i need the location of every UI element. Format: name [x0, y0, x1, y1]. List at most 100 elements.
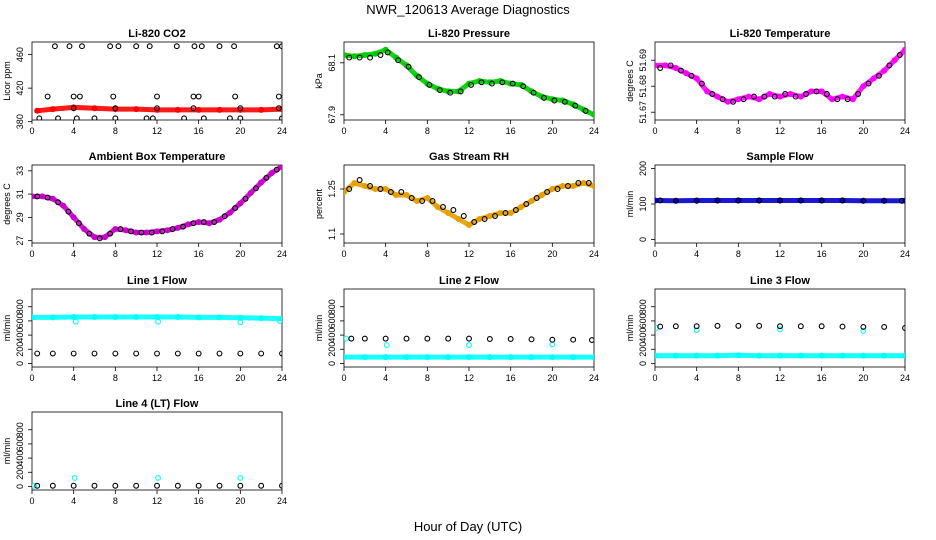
data-point: [585, 180, 592, 186]
data-point: [174, 106, 181, 113]
data-point: [507, 336, 514, 342]
data-point: [122, 227, 129, 234]
y-tick-label: 27: [15, 236, 25, 246]
data-point: [466, 342, 472, 348]
plot-frame: [343, 164, 595, 244]
panel-title: Line 3 Flow: [750, 275, 810, 287]
data-point: [195, 482, 202, 489]
y-tick-label: 200: [327, 342, 337, 357]
data-point: [575, 180, 582, 186]
data-point: [730, 98, 737, 105]
data-point: [344, 335, 350, 342]
data-point: [232, 205, 239, 212]
x-tick-label: 8: [113, 126, 118, 136]
data-point: [528, 336, 535, 343]
data-point: [112, 350, 119, 357]
data-point: [146, 43, 153, 50]
data-point: [216, 350, 223, 357]
data-point: [761, 93, 768, 100]
x-tick-label: 24: [900, 126, 910, 136]
x-tick-label: 0: [341, 126, 346, 136]
x-tick-label: 0: [652, 249, 657, 259]
data-point: [344, 52, 347, 58]
data-point: [478, 79, 485, 86]
data-point: [112, 115, 119, 120]
data-point: [198, 43, 205, 50]
data-point: [486, 336, 493, 342]
x-tick-label: 0: [29, 126, 34, 136]
data-point: [787, 91, 794, 97]
data-point: [148, 229, 155, 236]
data-point: [570, 336, 577, 343]
data-point: [426, 81, 433, 88]
data-point: [242, 195, 249, 202]
data-point: [155, 474, 161, 481]
data-point: [216, 43, 223, 50]
data-point: [818, 323, 825, 330]
data-point: [383, 342, 390, 348]
data-point: [544, 189, 551, 195]
data-point: [154, 105, 160, 112]
data-point: [70, 350, 77, 357]
data-point: [216, 314, 223, 321]
data-point: [481, 216, 488, 222]
y-tick-label: 420: [15, 81, 25, 96]
data-point: [424, 195, 431, 201]
x-tick-label: 24: [589, 249, 599, 259]
data-point: [72, 318, 79, 325]
x-tick-label: 16: [506, 373, 516, 383]
data-point: [657, 65, 664, 71]
data-point: [133, 106, 140, 113]
data-point: [279, 165, 282, 170]
data-point: [549, 186, 556, 192]
y-tick-label: 200: [638, 161, 648, 176]
x-tick-label: 20: [235, 373, 245, 383]
x-tick-label: 16: [506, 126, 516, 136]
x-tick-label: 8: [113, 249, 118, 259]
data-point: [849, 96, 856, 103]
data-point: [429, 198, 436, 204]
data-point: [195, 106, 202, 113]
data-point: [719, 96, 726, 103]
data-point: [667, 62, 674, 69]
y-tick-label: 600: [638, 313, 648, 328]
data-point: [751, 93, 757, 100]
data-point: [237, 115, 244, 120]
data-point: [91, 314, 98, 321]
data-point: [756, 96, 763, 103]
data-point: [440, 204, 446, 210]
data-point: [468, 81, 475, 88]
data-point: [70, 482, 77, 489]
data-point: [133, 229, 140, 236]
data-point: [73, 115, 80, 120]
data-point: [237, 105, 244, 112]
data-point: [34, 350, 41, 357]
data-point: [275, 105, 282, 112]
x-tick-label: 20: [547, 126, 557, 136]
y-tick-label: 0: [327, 361, 337, 366]
x-tick-label: 0: [652, 373, 657, 383]
data-point: [237, 314, 244, 321]
y-axis-label: percent: [314, 188, 324, 219]
plot-frame: [654, 164, 906, 244]
data-point: [154, 350, 160, 357]
x-tick-label: 12: [152, 249, 162, 259]
data-point: [876, 72, 882, 79]
data-point: [32, 193, 35, 200]
data-point: [591, 111, 594, 118]
data-point: [709, 91, 716, 97]
x-tick-label: 0: [652, 126, 657, 136]
data-point: [351, 180, 358, 186]
data-point: [107, 43, 114, 50]
data-point: [672, 65, 679, 71]
data-point: [393, 192, 400, 198]
data-point: [688, 72, 695, 79]
data-point: [361, 335, 368, 342]
data-point: [273, 166, 280, 173]
data-point: [372, 186, 379, 192]
data-point: [258, 106, 265, 113]
data-point: [735, 322, 742, 329]
data-point: [455, 216, 462, 222]
x-tick-label: 16: [817, 373, 827, 383]
data-point: [486, 354, 493, 361]
